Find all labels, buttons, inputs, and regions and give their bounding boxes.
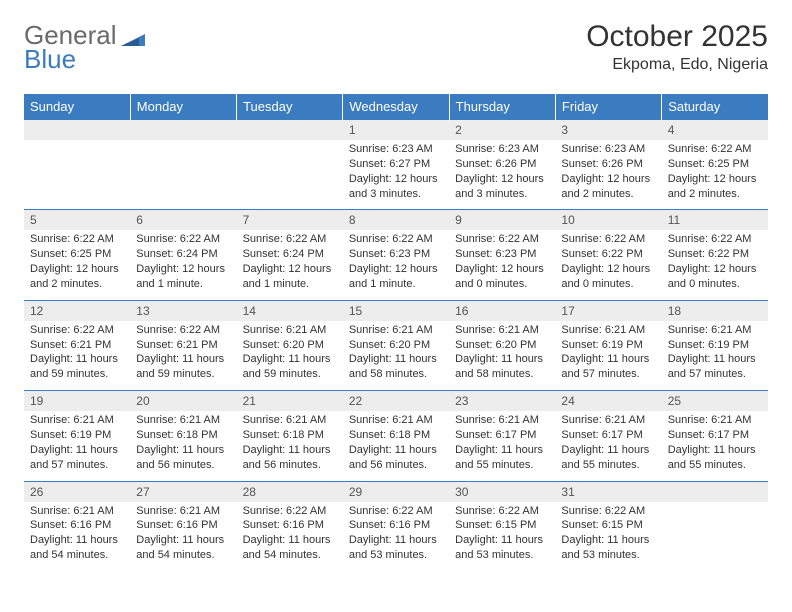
info-cell: Sunrise: 6:21 AM Sunset: 6:20 PM Dayligh… bbox=[237, 321, 343, 391]
info-cell: Sunrise: 6:22 AM Sunset: 6:15 PM Dayligh… bbox=[449, 502, 555, 571]
info-cell: Sunrise: 6:23 AM Sunset: 6:26 PM Dayligh… bbox=[555, 140, 661, 210]
info-cell: Sunrise: 6:21 AM Sunset: 6:18 PM Dayligh… bbox=[343, 411, 449, 481]
info-cell: Sunrise: 6:21 AM Sunset: 6:19 PM Dayligh… bbox=[555, 321, 661, 391]
info-cell: Sunrise: 6:22 AM Sunset: 6:24 PM Dayligh… bbox=[237, 230, 343, 300]
day-header: Tuesday bbox=[237, 94, 343, 120]
date-cell: 13 bbox=[130, 300, 236, 321]
date-cell: 21 bbox=[237, 391, 343, 412]
info-cell: Sunrise: 6:22 AM Sunset: 6:16 PM Dayligh… bbox=[237, 502, 343, 571]
date-cell: 2 bbox=[449, 120, 555, 141]
info-cell: Sunrise: 6:22 AM Sunset: 6:16 PM Dayligh… bbox=[343, 502, 449, 571]
day-header: Sunday bbox=[24, 94, 130, 120]
date-cell: 12 bbox=[24, 300, 130, 321]
info-cell: Sunrise: 6:22 AM Sunset: 6:24 PM Dayligh… bbox=[130, 230, 236, 300]
info-cell: Sunrise: 6:21 AM Sunset: 6:18 PM Dayligh… bbox=[237, 411, 343, 481]
date-cell: 23 bbox=[449, 391, 555, 412]
info-cell: Sunrise: 6:23 AM Sunset: 6:26 PM Dayligh… bbox=[449, 140, 555, 210]
date-cell bbox=[130, 120, 236, 141]
date-cell: 30 bbox=[449, 481, 555, 502]
logo-icon bbox=[121, 28, 145, 46]
date-cell: 10 bbox=[555, 210, 661, 231]
info-row: Sunrise: 6:23 AM Sunset: 6:27 PM Dayligh… bbox=[24, 140, 768, 210]
date-cell: 1 bbox=[343, 120, 449, 141]
date-row: 12131415161718 bbox=[24, 300, 768, 321]
info-cell: Sunrise: 6:21 AM Sunset: 6:19 PM Dayligh… bbox=[662, 321, 768, 391]
day-header: Saturday bbox=[662, 94, 768, 120]
info-cell bbox=[24, 140, 130, 210]
date-row: 262728293031 bbox=[24, 481, 768, 502]
info-row: Sunrise: 6:22 AM Sunset: 6:21 PM Dayligh… bbox=[24, 321, 768, 391]
info-cell: Sunrise: 6:22 AM Sunset: 6:25 PM Dayligh… bbox=[662, 140, 768, 210]
info-cell: Sunrise: 6:21 AM Sunset: 6:20 PM Dayligh… bbox=[343, 321, 449, 391]
info-row: Sunrise: 6:21 AM Sunset: 6:16 PM Dayligh… bbox=[24, 502, 768, 571]
info-cell: Sunrise: 6:22 AM Sunset: 6:23 PM Dayligh… bbox=[449, 230, 555, 300]
info-cell: Sunrise: 6:22 AM Sunset: 6:23 PM Dayligh… bbox=[343, 230, 449, 300]
day-header: Thursday bbox=[449, 94, 555, 120]
info-cell: Sunrise: 6:23 AM Sunset: 6:27 PM Dayligh… bbox=[343, 140, 449, 210]
day-header: Monday bbox=[130, 94, 236, 120]
info-cell: Sunrise: 6:22 AM Sunset: 6:21 PM Dayligh… bbox=[130, 321, 236, 391]
info-cell: Sunrise: 6:22 AM Sunset: 6:22 PM Dayligh… bbox=[555, 230, 661, 300]
info-cell: Sunrise: 6:21 AM Sunset: 6:20 PM Dayligh… bbox=[449, 321, 555, 391]
info-cell bbox=[130, 140, 236, 210]
info-row: Sunrise: 6:21 AM Sunset: 6:19 PM Dayligh… bbox=[24, 411, 768, 481]
date-cell: 9 bbox=[449, 210, 555, 231]
date-cell bbox=[237, 120, 343, 141]
date-cell: 22 bbox=[343, 391, 449, 412]
date-cell: 8 bbox=[343, 210, 449, 231]
date-cell: 27 bbox=[130, 481, 236, 502]
date-cell: 24 bbox=[555, 391, 661, 412]
header: General October 2025 Ekpoma, Edo, Nigeri… bbox=[24, 20, 768, 74]
info-cell: Sunrise: 6:21 AM Sunset: 6:17 PM Dayligh… bbox=[555, 411, 661, 481]
date-cell: 14 bbox=[237, 300, 343, 321]
date-cell: 31 bbox=[555, 481, 661, 502]
info-cell: Sunrise: 6:21 AM Sunset: 6:19 PM Dayligh… bbox=[24, 411, 130, 481]
date-cell: 20 bbox=[130, 391, 236, 412]
date-cell: 26 bbox=[24, 481, 130, 502]
title-block: October 2025 Ekpoma, Edo, Nigeria bbox=[586, 20, 768, 74]
info-cell: Sunrise: 6:21 AM Sunset: 6:17 PM Dayligh… bbox=[662, 411, 768, 481]
day-header-row: Sunday Monday Tuesday Wednesday Thursday… bbox=[24, 94, 768, 120]
date-cell: 29 bbox=[343, 481, 449, 502]
day-header: Friday bbox=[555, 94, 661, 120]
date-cell: 11 bbox=[662, 210, 768, 231]
date-cell: 16 bbox=[449, 300, 555, 321]
location: Ekpoma, Edo, Nigeria bbox=[586, 56, 768, 74]
date-cell: 6 bbox=[130, 210, 236, 231]
info-cell: Sunrise: 6:21 AM Sunset: 6:17 PM Dayligh… bbox=[449, 411, 555, 481]
info-cell bbox=[662, 502, 768, 571]
date-cell bbox=[662, 481, 768, 502]
info-cell: Sunrise: 6:21 AM Sunset: 6:16 PM Dayligh… bbox=[24, 502, 130, 571]
date-cell: 4 bbox=[662, 120, 768, 141]
date-cell: 18 bbox=[662, 300, 768, 321]
month-title: October 2025 bbox=[586, 20, 768, 54]
date-cell: 15 bbox=[343, 300, 449, 321]
date-cell: 3 bbox=[555, 120, 661, 141]
info-cell: Sunrise: 6:21 AM Sunset: 6:18 PM Dayligh… bbox=[130, 411, 236, 481]
date-cell: 5 bbox=[24, 210, 130, 231]
info-cell: Sunrise: 6:21 AM Sunset: 6:16 PM Dayligh… bbox=[130, 502, 236, 571]
date-cell: 28 bbox=[237, 481, 343, 502]
date-row: 1234 bbox=[24, 120, 768, 141]
date-cell: 7 bbox=[237, 210, 343, 231]
date-cell: 19 bbox=[24, 391, 130, 412]
info-cell bbox=[237, 140, 343, 210]
logo-part2: Blue bbox=[24, 44, 76, 75]
info-cell: Sunrise: 6:22 AM Sunset: 6:21 PM Dayligh… bbox=[24, 321, 130, 391]
calendar-table: Sunday Monday Tuesday Wednesday Thursday… bbox=[24, 94, 768, 571]
info-cell: Sunrise: 6:22 AM Sunset: 6:15 PM Dayligh… bbox=[555, 502, 661, 571]
day-header: Wednesday bbox=[343, 94, 449, 120]
date-cell bbox=[24, 120, 130, 141]
date-cell: 17 bbox=[555, 300, 661, 321]
date-cell: 25 bbox=[662, 391, 768, 412]
info-row: Sunrise: 6:22 AM Sunset: 6:25 PM Dayligh… bbox=[24, 230, 768, 300]
date-row: 19202122232425 bbox=[24, 391, 768, 412]
date-row: 567891011 bbox=[24, 210, 768, 231]
info-cell: Sunrise: 6:22 AM Sunset: 6:22 PM Dayligh… bbox=[662, 230, 768, 300]
info-cell: Sunrise: 6:22 AM Sunset: 6:25 PM Dayligh… bbox=[24, 230, 130, 300]
